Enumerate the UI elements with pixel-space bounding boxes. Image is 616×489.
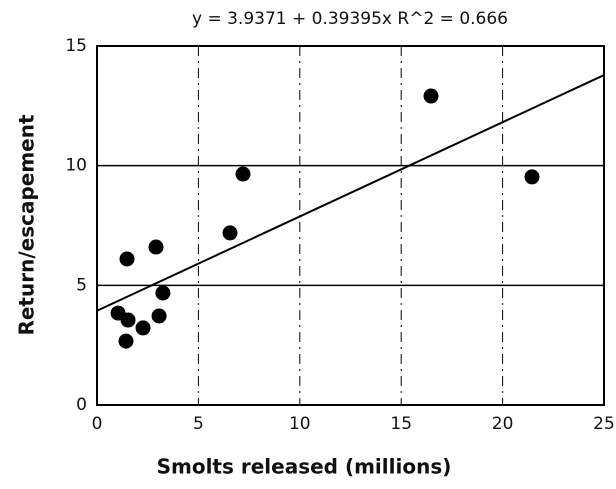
x-tick-label: 25	[593, 414, 615, 434]
data-point	[135, 320, 151, 336]
data-point	[119, 251, 135, 267]
data-point	[235, 166, 251, 182]
regression-line	[96, 74, 605, 312]
x-tick-label: 20	[492, 414, 514, 434]
x-tick-label: 5	[193, 414, 204, 434]
y-tick-label: 0	[76, 395, 87, 415]
data-point	[151, 308, 167, 324]
data-point	[524, 169, 540, 185]
data-point	[118, 333, 134, 349]
data-point	[148, 239, 164, 255]
plot-frame	[96, 45, 605, 406]
x-tick-label: 10	[289, 414, 311, 434]
y-tick-label: 5	[76, 275, 87, 295]
chart-title: y = 3.9371 + 0.39395x R^2 = 0.666	[192, 9, 508, 29]
x-axis-title: Smolts released (millions)	[157, 455, 452, 479]
y-tick-label: 15	[65, 36, 87, 56]
data-point	[120, 312, 136, 328]
x-tick-label: 0	[92, 414, 103, 434]
data-point	[155, 285, 171, 301]
y-tick-label: 10	[65, 156, 87, 176]
y-axis-title: Return/escapement	[15, 114, 39, 336]
data-point	[423, 88, 439, 104]
data-point	[222, 225, 238, 241]
x-tick-label: 15	[390, 414, 412, 434]
